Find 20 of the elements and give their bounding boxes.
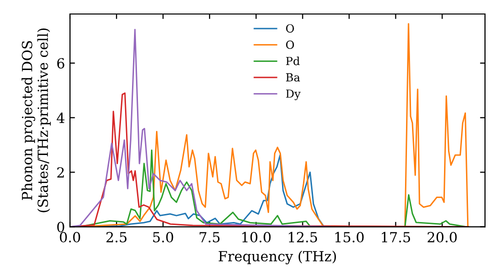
x-tick-label: 12.5 xyxy=(288,232,318,242)
x-tick-label: 15.0 xyxy=(335,232,364,242)
legend-label: O xyxy=(286,24,294,33)
y-axis-title: Phonon projected DOS (States/THz·primitive cell) xyxy=(22,28,51,212)
x-tick-label: 0.0 xyxy=(60,232,80,242)
x-tick-label: 7.5 xyxy=(200,232,220,242)
x-tick-label: 5.0 xyxy=(153,232,174,242)
x-tick-label: 10.0 xyxy=(242,232,271,242)
legend-label: Dy xyxy=(286,90,301,100)
x-tick-label: 2.5 xyxy=(106,232,126,242)
x-tick-label: 20.0 xyxy=(428,232,457,242)
legend-label: Pd xyxy=(286,56,300,66)
y-tick-label: 2 xyxy=(57,167,64,178)
y-tick-label: 6 xyxy=(57,58,64,69)
legend-label: O xyxy=(286,40,294,49)
x-axis-title: Frequency (THz) xyxy=(218,250,336,264)
y-tick-label: 0 xyxy=(57,222,64,232)
y-tick-label: 4 xyxy=(56,112,64,123)
x-tick-label: 17.5 xyxy=(382,232,410,242)
legend-label: Ba xyxy=(286,73,300,82)
